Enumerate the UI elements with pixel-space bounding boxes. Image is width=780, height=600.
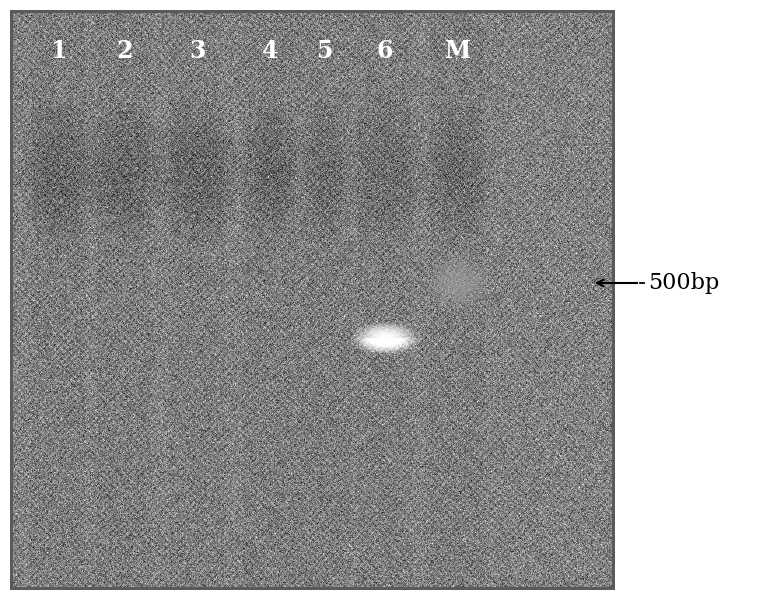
Text: 1: 1: [50, 38, 66, 62]
Text: 5: 5: [317, 38, 333, 62]
Text: 4: 4: [262, 38, 278, 62]
Text: M: M: [445, 38, 471, 62]
Text: 3: 3: [190, 38, 206, 62]
Text: 500bp: 500bp: [648, 272, 719, 294]
Text: 2: 2: [117, 38, 133, 62]
Text: 6: 6: [377, 38, 393, 62]
